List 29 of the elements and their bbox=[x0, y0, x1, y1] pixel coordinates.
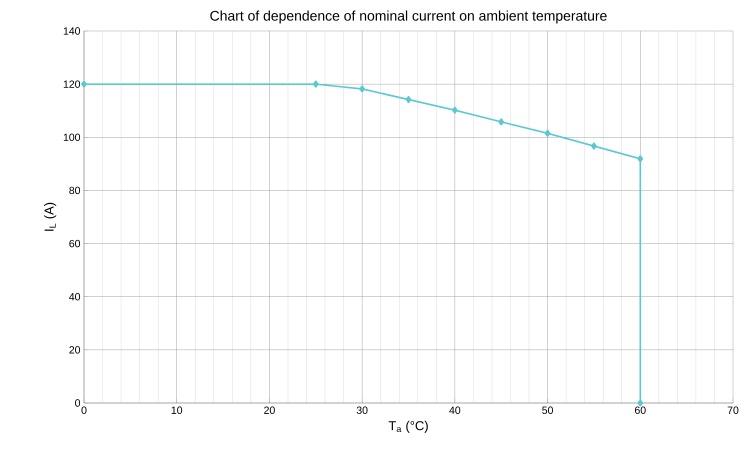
x-tick-label: 50 bbox=[542, 406, 553, 414]
y-tick-label: 140 bbox=[64, 27, 80, 35]
chart-title: Chart of dependence of nominal current on ambient temperature bbox=[210, 10, 607, 24]
x-tick-label: 40 bbox=[449, 406, 460, 414]
point bbox=[591, 142, 597, 150]
point bbox=[498, 118, 504, 126]
x-tick-label: 60 bbox=[635, 406, 646, 414]
x-tick-label: 10 bbox=[172, 406, 182, 414]
y-tick-label: 120 bbox=[64, 80, 80, 88]
y-tick-label: 0 bbox=[75, 399, 80, 407]
point bbox=[452, 106, 458, 114]
y-tick-label: 60 bbox=[69, 240, 80, 248]
point bbox=[544, 130, 550, 137]
y-tick-label: 20 bbox=[69, 346, 80, 354]
x-tick-label: 70 bbox=[728, 406, 738, 414]
x-tick-label: 30 bbox=[356, 406, 368, 414]
y-axis-title: I$_{L}$ (A) bbox=[44, 202, 56, 231]
y-tick-label: 100 bbox=[64, 134, 80, 141]
point bbox=[312, 80, 319, 88]
x-axis-title: T$_{a}$ (°C) bbox=[388, 420, 428, 433]
y-tick-label: 40 bbox=[69, 293, 80, 300]
point bbox=[81, 80, 87, 88]
x-tick-label: 0 bbox=[81, 406, 86, 414]
point bbox=[406, 96, 412, 104]
point bbox=[637, 155, 644, 162]
point bbox=[637, 399, 644, 407]
point bbox=[359, 85, 366, 93]
x-tick-label: 20 bbox=[264, 406, 275, 414]
y-tick-label: 80 bbox=[69, 186, 80, 194]
